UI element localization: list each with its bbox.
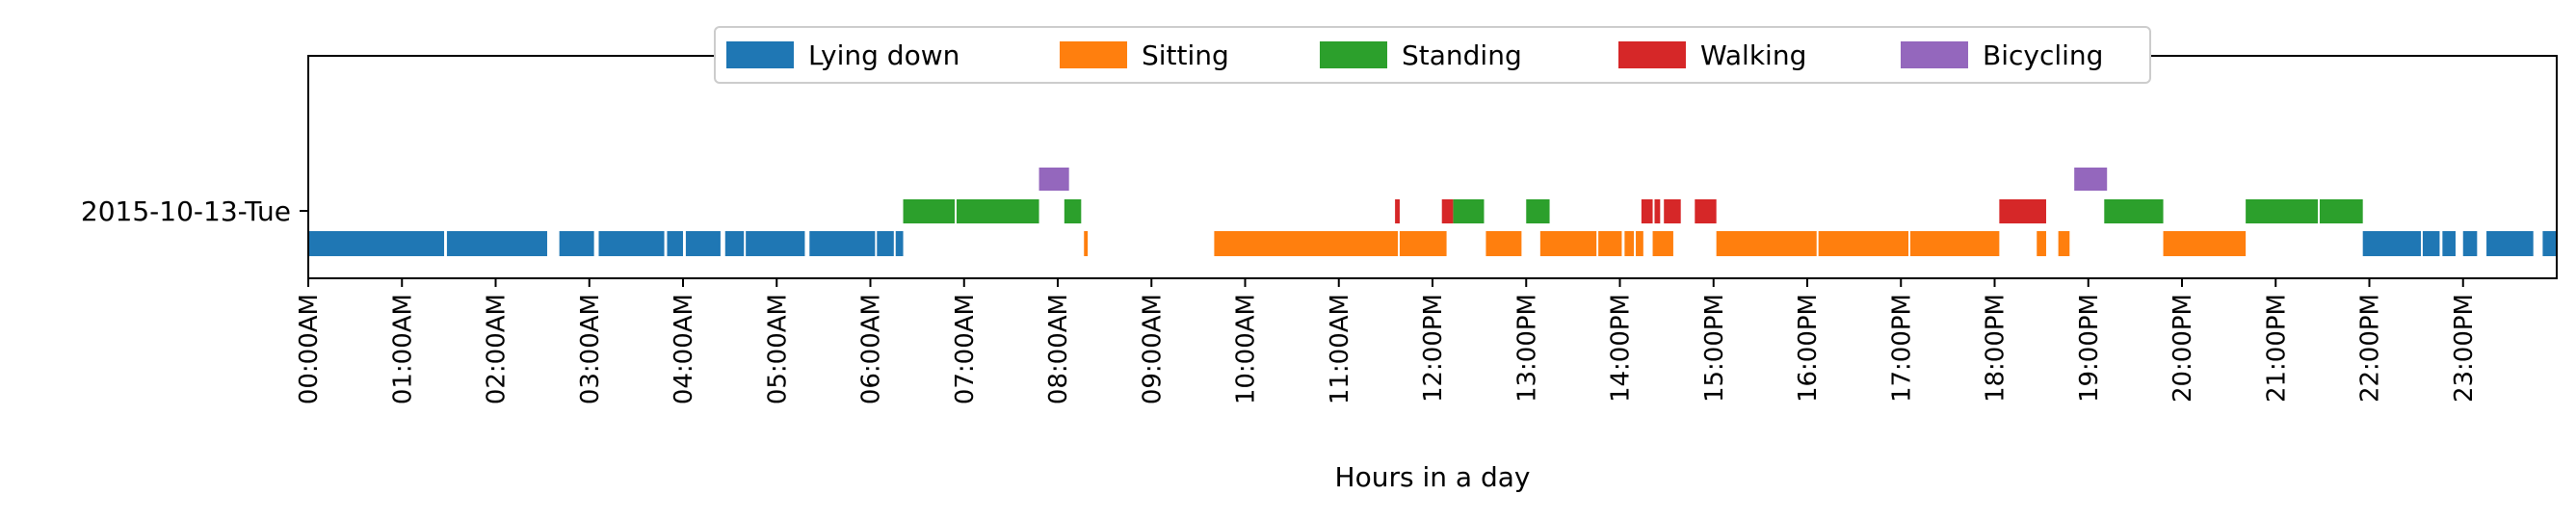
- x-tick-label: 06:00AM: [857, 294, 886, 404]
- legend-label-walking: Walking: [1700, 39, 1806, 71]
- x-tick-label: 19:00PM: [2075, 294, 2104, 403]
- standing-bar: [2319, 199, 2363, 223]
- x-tick-label: 01:00AM: [388, 294, 417, 404]
- lying-down-bar: [446, 231, 547, 256]
- sitting-bar: [1909, 231, 2000, 256]
- walking-bar: [1654, 199, 1661, 223]
- legend: Lying down Sitting Standing Walking Bicyclin…: [714, 26, 2151, 84]
- standing-bar: [1064, 199, 1082, 223]
- x-tick-label: 20:00PM: [2169, 294, 2197, 403]
- lying-down-bar: [724, 231, 745, 256]
- x-axis-ticks: 00:00AM 01:00AM 02:00AM 03:00AM 04:00AM 05:00…: [295, 278, 2479, 404]
- legend-swatch-sitting: [1060, 41, 1127, 68]
- sitting-bar: [2037, 231, 2046, 256]
- lying-down-bar: [2422, 231, 2440, 256]
- x-tick-label: 12:00PM: [1419, 294, 1448, 403]
- x-tick-label: 05:00AM: [763, 294, 792, 404]
- sitting-bar: [1652, 231, 1673, 256]
- lying-down-bar: [2442, 231, 2456, 256]
- sitting-bar: [1399, 231, 1447, 256]
- x-tick-label: 08:00AM: [1044, 294, 1073, 404]
- lying-down-bar: [2362, 231, 2421, 256]
- walking-bar: [1441, 199, 1454, 223]
- sitting-bar: [1539, 231, 1597, 256]
- walking-bar: [1395, 199, 1400, 223]
- lying-down-bar: [877, 231, 894, 256]
- x-axis-label: Hours in a day: [1335, 461, 1531, 493]
- lying-down-bar: [2542, 231, 2557, 256]
- legend-label-sitting: Sitting: [1142, 39, 1229, 71]
- lying-down-bar: [2486, 231, 2534, 256]
- lying-down-bar: [809, 231, 876, 256]
- lying-down-bar: [559, 231, 594, 256]
- lying-down-bar: [308, 231, 445, 256]
- walking-bar: [1641, 199, 1653, 223]
- x-tick-label: 02:00AM: [483, 294, 512, 404]
- x-tick-label: 16:00PM: [1794, 294, 1823, 403]
- standing-bar: [1453, 199, 1485, 223]
- x-tick-label: 09:00AM: [1138, 294, 1167, 404]
- standing-bar: [2246, 199, 2319, 223]
- lying-down-bar: [685, 231, 721, 256]
- sitting-bar: [1636, 231, 1643, 256]
- sitting-bar: [1084, 231, 1089, 256]
- y-axis: 2015-10-13-Tue: [81, 195, 308, 227]
- legend-swatch-standing: [1320, 41, 1387, 68]
- sitting-bar: [1818, 231, 1909, 256]
- x-tick-label: 15:00PM: [1700, 294, 1729, 403]
- x-tick-label: 11:00AM: [1326, 294, 1354, 404]
- legend-swatch-walking: [1618, 41, 1686, 68]
- walking-bar: [1695, 199, 1717, 223]
- sitting-bar: [2058, 231, 2070, 256]
- lying-down-bar: [2462, 231, 2478, 256]
- sitting-bar: [1214, 231, 1399, 256]
- bicycling-bar: [1038, 168, 1069, 191]
- row-label: 2015-10-13-Tue: [81, 195, 291, 227]
- legend-frame: [714, 26, 2151, 84]
- standing-bar: [1526, 199, 1550, 223]
- x-tick-label: 10:00AM: [1232, 294, 1261, 404]
- sitting-bar: [1485, 231, 1522, 256]
- x-tick-label: 17:00PM: [1887, 294, 1916, 403]
- x-tick-label: 14:00PM: [1607, 294, 1636, 403]
- x-tick-label: 00:00AM: [295, 294, 324, 404]
- x-tick-label: 04:00AM: [670, 294, 698, 404]
- x-tick-label: 03:00AM: [576, 294, 605, 404]
- sitting-bar: [1716, 231, 1817, 256]
- legend-label-lying-down: Lying down: [808, 39, 959, 71]
- x-tick-label: 18:00PM: [1982, 294, 2011, 403]
- legend-swatch-lying-down: [726, 41, 794, 68]
- x-tick-label: 21:00PM: [2262, 294, 2291, 403]
- sitting-bar: [1598, 231, 1622, 256]
- standing-bar: [2104, 199, 2164, 223]
- x-tick-label: 13:00PM: [1512, 294, 1541, 403]
- lying-down-bar: [895, 231, 904, 256]
- activity-bars: [308, 168, 2557, 256]
- standing-bar: [956, 199, 1039, 223]
- sitting-bar: [2163, 231, 2247, 256]
- x-tick-label: 23:00PM: [2450, 294, 2479, 403]
- walking-bar: [1999, 199, 2046, 223]
- legend-label-bicycling: Bicycling: [1983, 39, 2103, 71]
- x-tick-label: 22:00PM: [2356, 294, 2385, 403]
- lying-down-bar: [746, 231, 805, 256]
- sitting-bar: [1624, 231, 1635, 256]
- walking-bar: [1664, 199, 1681, 223]
- lying-down-bar: [667, 231, 683, 256]
- legend-swatch-bicycling: [1901, 41, 1968, 68]
- x-tick-label: 07:00AM: [951, 294, 980, 404]
- bicycling-bar: [2074, 168, 2108, 191]
- legend-label-standing: Standing: [1402, 39, 1522, 71]
- standing-bar: [903, 199, 956, 223]
- lying-down-bar: [598, 231, 665, 256]
